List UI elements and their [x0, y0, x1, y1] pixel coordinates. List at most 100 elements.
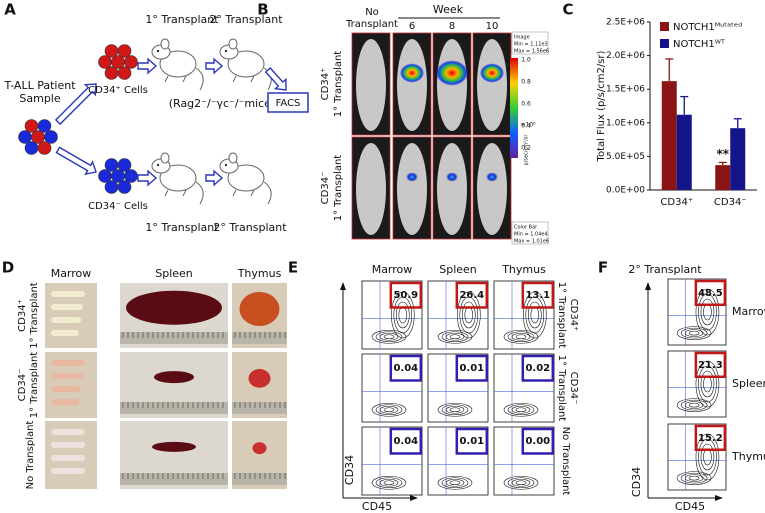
contour [695, 433, 720, 481]
row-label: 1° Transplant [29, 352, 40, 419]
panel-letter: B [257, 1, 268, 19]
y-tick-label: 1.0E+06 [606, 118, 645, 128]
cd34-pos-cell [117, 44, 132, 58]
axis-label: CD45 [362, 500, 392, 513]
row-label: 1° Transplant [29, 282, 40, 349]
step-label: 1° Transplant [145, 221, 219, 234]
mouse-eye [156, 163, 160, 167]
row-label: CD34⁻ [320, 172, 331, 205]
cd34-neg-cell [104, 158, 119, 172]
y-tick-label: 2.0E+06 [606, 51, 645, 61]
gate-percent: 48.5 [698, 288, 723, 299]
contour [375, 404, 403, 416]
sample-label: Sample [19, 92, 60, 105]
mouse-ear [228, 152, 238, 164]
contour [503, 402, 539, 417]
contour [695, 360, 720, 408]
ruler [120, 473, 228, 485]
luminescence [400, 63, 424, 83]
cd34-neg-cell [117, 180, 132, 194]
contour [441, 404, 469, 416]
gate-box [521, 354, 555, 382]
contour [680, 327, 708, 339]
gate-percent: 0.02 [525, 363, 550, 374]
contour [371, 329, 407, 344]
spleen [152, 441, 196, 452]
gate-box [694, 351, 727, 379]
bone [51, 373, 83, 379]
gate-box [694, 424, 727, 452]
thymus [239, 292, 280, 326]
colorbar-info: Max = 1.01e6 [514, 239, 549, 245]
contour [527, 301, 542, 329]
cell-label: CD34⁻ Cells [88, 201, 148, 212]
contour [522, 291, 547, 339]
no-transplant: Transplant [345, 19, 398, 30]
contour [507, 331, 535, 343]
gate-percent: 0.01 [459, 363, 484, 374]
contour [507, 404, 535, 416]
contour [449, 407, 461, 413]
mouse-leg [164, 75, 169, 83]
bone [51, 442, 85, 448]
ruler [120, 332, 228, 344]
panel-letter: C [562, 1, 573, 19]
colorbar-tick: 0.6 [521, 101, 531, 108]
luminescence [406, 172, 418, 182]
mouse-tail [195, 181, 204, 205]
bone [51, 360, 85, 366]
contour [375, 477, 403, 489]
week-number: 8 [449, 21, 455, 32]
contour [390, 291, 415, 339]
cd34-pos-cell [117, 66, 132, 80]
step-label: 2° Transplant [213, 221, 287, 234]
colorbar-tick: 0.2 [521, 145, 531, 152]
no-transplant: No [365, 7, 379, 18]
colorbar-unit: p/sec/cm²/sr [524, 134, 530, 166]
contour [379, 478, 399, 487]
patient-cell [24, 119, 39, 133]
contour [515, 334, 527, 340]
image-info: Image [514, 35, 530, 41]
patient-cell [37, 119, 52, 133]
cd34-pos-cell [98, 55, 112, 69]
contour [676, 471, 712, 485]
facs-box [267, 92, 309, 113]
gate-percent: 15.2 [698, 433, 723, 444]
bone [51, 386, 81, 392]
cd34-neg-cell [104, 180, 119, 194]
contour [700, 370, 715, 398]
mouse-silhouette [477, 39, 507, 131]
contour [515, 407, 527, 413]
contour [503, 329, 539, 344]
contour [688, 402, 700, 408]
facs-label: FACS [276, 98, 301, 109]
contour [680, 472, 708, 484]
axis-label: CD45 [675, 500, 705, 513]
y-tick-label: 5.0E+05 [606, 152, 645, 162]
mouse-tail [263, 181, 272, 205]
cd34-neg-cell [98, 169, 112, 183]
panel-letter: F [598, 259, 608, 277]
arrow-head [410, 495, 418, 501]
arrow [205, 169, 224, 187]
mouse-body [159, 50, 197, 78]
arrow [205, 57, 224, 75]
row-label: CD34⁻ [17, 369, 28, 402]
row-label: CD34⁻ [568, 372, 579, 405]
contour [375, 331, 403, 343]
bone [51, 304, 83, 310]
arrow [137, 169, 158, 187]
bone [51, 291, 85, 297]
cd34-pos-cell [104, 44, 119, 58]
legend-label: NOTCH1ᴹᵘᵗᵃᵗᵉᵈ [673, 22, 742, 33]
mouse-leg [182, 189, 187, 197]
gate-box [389, 281, 423, 309]
luminescence [446, 172, 458, 182]
row-label: Marrow [732, 305, 765, 318]
contour [441, 331, 469, 343]
gate-box [455, 281, 489, 309]
mouse-body [227, 164, 265, 192]
contour [445, 405, 465, 414]
